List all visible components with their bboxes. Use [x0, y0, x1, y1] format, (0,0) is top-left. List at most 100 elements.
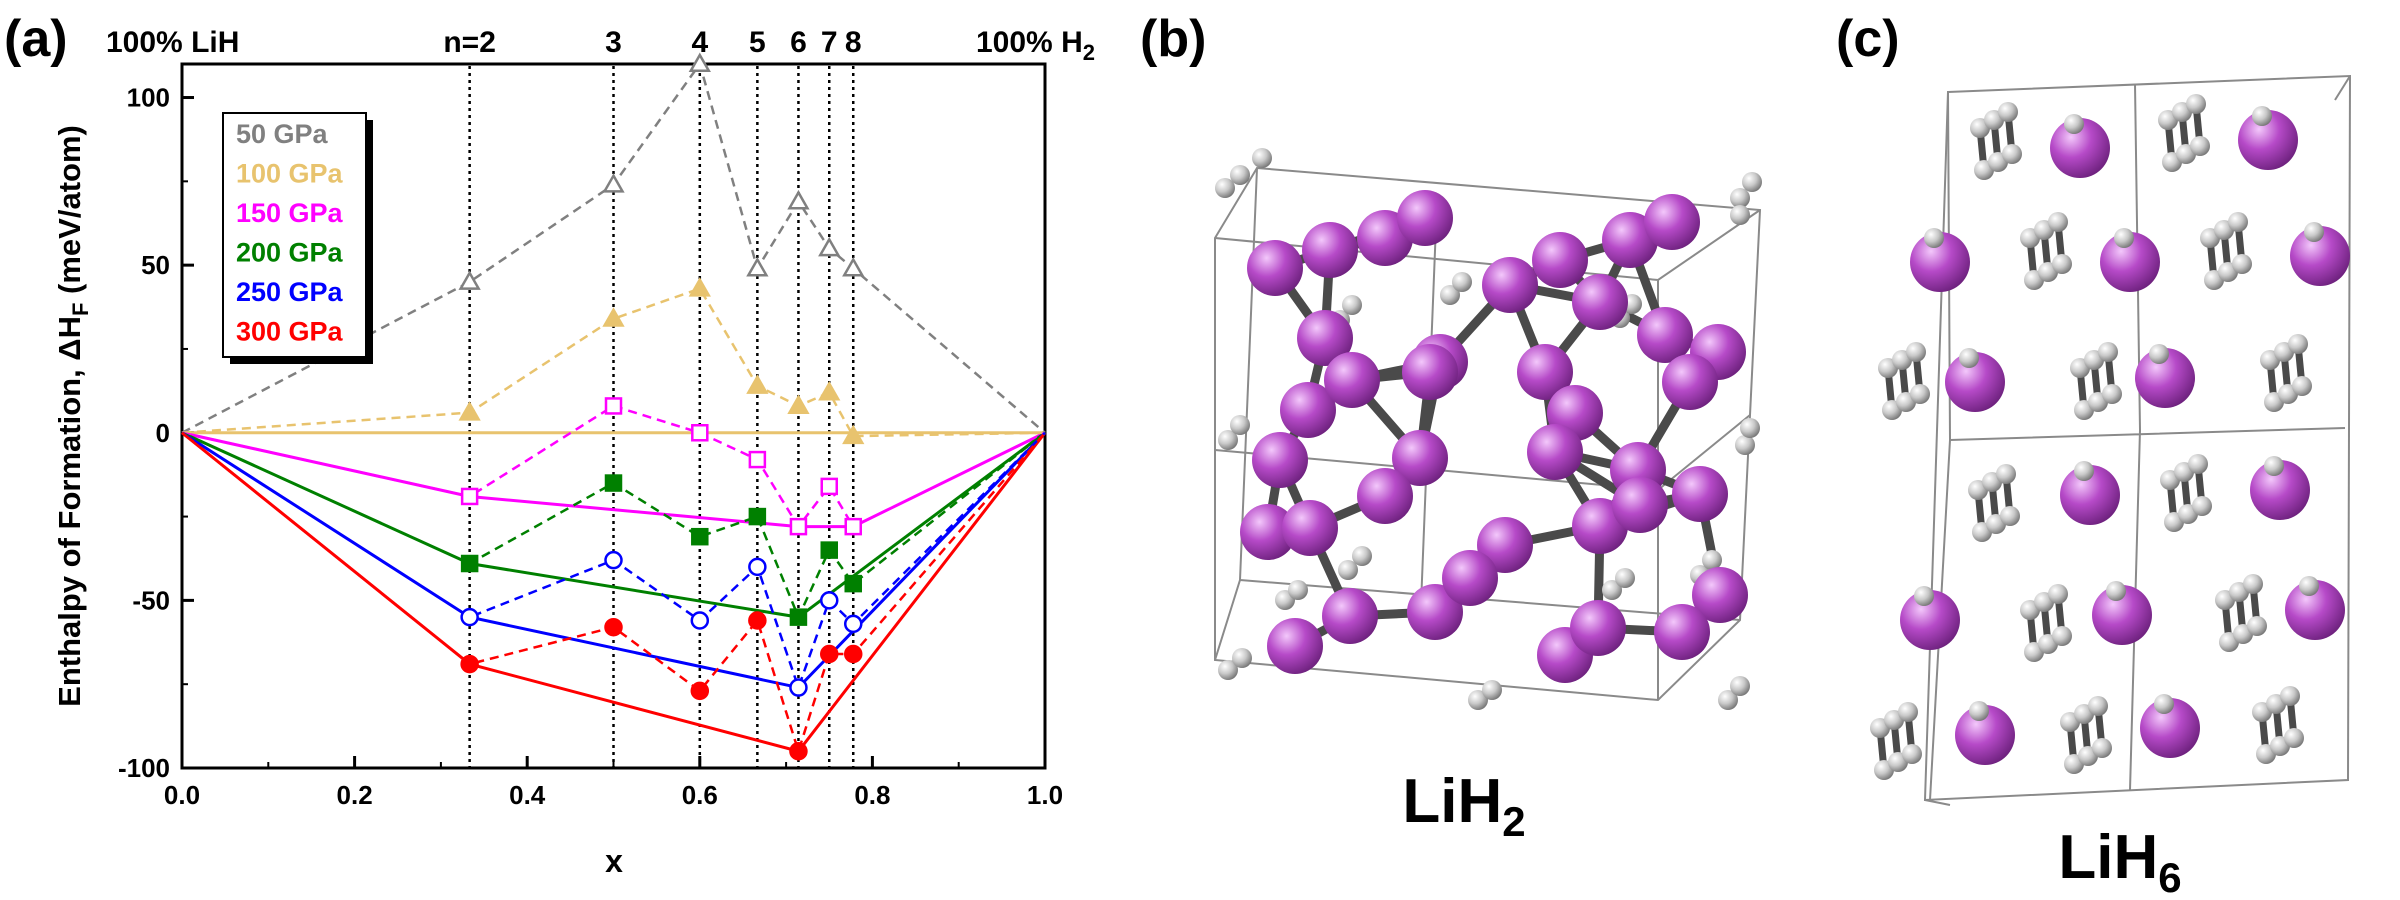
y-tick-label: 50 — [141, 250, 170, 280]
hydrogen-atom — [2114, 228, 2134, 248]
lithium-atom — [1945, 352, 2005, 412]
lithium-atom — [2250, 460, 2310, 520]
lih6-cell-edges — [1924, 75, 2351, 806]
lithium-atom — [1654, 604, 1710, 660]
data-point — [843, 614, 863, 634]
hydrogen-atom — [2232, 254, 2252, 274]
lih2-label-main: LiH — [1402, 767, 1502, 836]
lih6-lithium-atoms — [1900, 106, 2350, 765]
x-tick-label: 1.0 — [1027, 780, 1063, 810]
hydrogen-atom — [2154, 694, 2174, 714]
hydrogen-atom — [1902, 744, 1922, 764]
hydrogen-atom — [2192, 496, 2212, 516]
hydrogen-atom — [1740, 418, 1760, 438]
h2-group — [1970, 102, 2022, 180]
hydrogen-atom — [1468, 690, 1488, 710]
data-point — [748, 450, 767, 469]
legend-entry-50: 50 GPa — [236, 119, 329, 149]
hydrogen-atom — [2288, 334, 2308, 354]
lih6-cell-dividers — [1929, 83, 2346, 801]
hydrogen-atom — [2228, 212, 2248, 232]
hydrogen-atom — [1230, 415, 1250, 435]
series-250-gpa — [181, 431, 1046, 697]
legend-entry-300: 300 GPa — [236, 317, 344, 347]
legend-entry-250: 250 GPa — [236, 277, 344, 307]
stoichiometry-label: 8 — [845, 26, 862, 59]
data-point — [818, 381, 841, 401]
legend-entries: 50 GPa 100 GPa 150 GPa 200 GPa 250 GPa 300 GP… — [236, 119, 344, 347]
data-point — [842, 256, 865, 277]
hydrogen-atom — [1730, 205, 1750, 225]
hydrogen-atom — [2098, 342, 2118, 362]
lih2-label: LiH2 — [1402, 767, 1525, 845]
data-point — [844, 517, 862, 536]
lithium-atom — [1517, 344, 1573, 400]
data-series — [181, 52, 1046, 761]
y-tick-label: 100 — [127, 83, 170, 113]
lithium-atom — [1357, 468, 1413, 524]
lithium-atom — [1527, 424, 1583, 480]
lithium-atom — [1252, 432, 1308, 488]
hydrogen-atom — [1615, 568, 1635, 588]
header-right-label: 100% H2 — [976, 26, 1095, 65]
data-point — [787, 394, 810, 414]
lithium-atom — [1637, 307, 1693, 363]
legend: 50 GPa 100 GPa 150 GPa 200 GPa 250 GPa 300 GP… — [222, 112, 373, 364]
data-point — [820, 541, 838, 559]
lithium-atom — [2092, 585, 2152, 645]
lithium-atom — [1570, 600, 1626, 656]
hydrogen-atom — [1338, 560, 1358, 580]
hydrogen-atom — [1482, 680, 1502, 700]
hydrogen-atom — [2064, 114, 2084, 134]
hydrogen-atom — [2190, 136, 2210, 156]
lithium-atom — [1302, 222, 1358, 278]
h2-group — [1870, 702, 1922, 780]
hydrogen-atom — [2186, 94, 2206, 114]
y-axis-label-main: Enthalpy of Formation, ΔH — [52, 316, 87, 707]
lithium-atom — [2060, 465, 2120, 525]
data-point — [820, 591, 839, 610]
h2-group — [2070, 342, 2122, 420]
hydrogen-atom — [2284, 728, 2304, 748]
hydrogen-atom — [1218, 430, 1238, 450]
lithium-atom — [1900, 590, 1960, 650]
x-axis-label: x — [605, 843, 623, 879]
hydrogen-atom — [1440, 285, 1460, 305]
data-point — [844, 574, 862, 593]
series-300-gpa — [181, 431, 1046, 761]
lih6-crystal-structure — [1870, 74, 2352, 806]
lithium-atom — [1324, 352, 1380, 408]
lithium-atom — [1282, 500, 1338, 556]
hydrogen-atom — [1898, 702, 1918, 722]
data-point — [460, 654, 479, 674]
stoichiometry-label: 4 — [691, 26, 708, 59]
lithium-atom — [2290, 226, 2350, 286]
data-point — [820, 644, 839, 664]
hydrogen-atom — [2292, 376, 2312, 396]
data-point — [604, 474, 623, 492]
lih6-label: LiH6 — [2058, 823, 2181, 900]
hydrogen-atom — [1342, 295, 1362, 315]
hydrogen-atom — [1742, 172, 1762, 192]
data-point — [789, 608, 808, 626]
stoichiometry-label: 6 — [790, 26, 807, 59]
hydrogen-atom — [1252, 148, 1272, 168]
lithium-atom — [1662, 354, 1718, 410]
hydrogen-atom — [1906, 342, 1926, 362]
data-point — [789, 678, 808, 697]
lithium-atom — [1602, 212, 1658, 268]
lithium-atom — [1442, 550, 1498, 606]
data-point — [818, 236, 841, 257]
series-200-gpa — [181, 431, 1046, 626]
hydrogen-atom — [2280, 686, 2300, 706]
y-tick-label: -100 — [118, 753, 170, 783]
data-point — [688, 52, 711, 72]
lithium-atom — [1402, 344, 1458, 400]
hydrogen-atom — [1914, 586, 1934, 606]
hydrogen-atom — [2002, 144, 2022, 164]
data-point — [746, 374, 769, 394]
data-point — [604, 617, 623, 637]
lithium-atom — [1532, 232, 1588, 288]
h2-group — [2160, 454, 2212, 532]
hydrogen-atom — [2088, 696, 2108, 716]
